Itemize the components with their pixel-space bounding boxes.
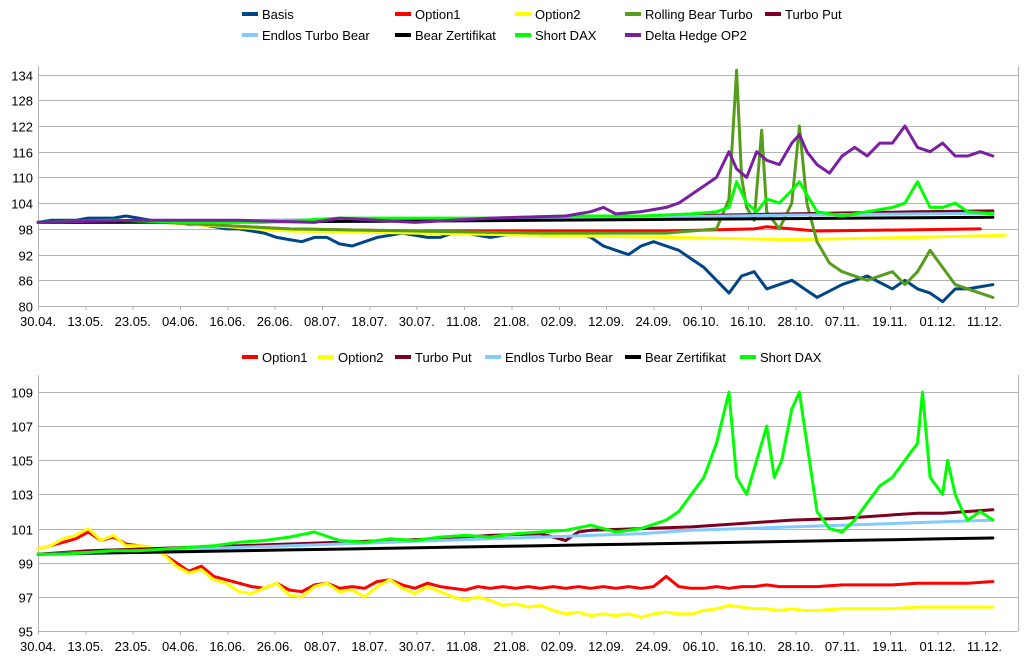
y-tick-label: 97 (19, 591, 33, 606)
series-line-bear-zertifikat (36, 536, 995, 556)
x-tick-label: 08.07. (304, 639, 340, 654)
legend-label: Short DAX (535, 28, 597, 43)
x-tick-label: 12.09. (588, 314, 624, 329)
legend-label: Delta Hedge OP2 (645, 28, 747, 43)
x-tick-label: 11.12. (967, 314, 1002, 329)
y-tick-label: 116 (12, 146, 33, 161)
legend-label: Endlos Turbo Bear (262, 28, 370, 43)
legend-label: Turbo Put (415, 350, 472, 365)
y-tick-label: 105 (11, 454, 33, 469)
y-tick-label: 122 (11, 120, 33, 135)
x-tick-label: 16.10. (730, 639, 766, 654)
legend-label: Option1 (262, 350, 308, 365)
x-tick-label: 28.10. (777, 639, 813, 654)
y-tick-label: 103 (11, 488, 33, 503)
legend-label: Option2 (338, 350, 384, 365)
x-tick-label: 12.09. (588, 639, 624, 654)
x-tick-label: 07.11. (825, 314, 860, 329)
x-tick-label: 30.07. (399, 639, 435, 654)
series-line-option1 (36, 530, 995, 594)
y-tick-label: 86 (19, 274, 33, 289)
series-line-endlos-turbo-bear (36, 518, 995, 556)
legend-label: Bear Zertifikat (645, 350, 726, 365)
y-tick-label: 134 (11, 69, 33, 84)
series-line-rolling-bear-turbo (36, 68, 995, 299)
series-line-short-dax (36, 390, 995, 556)
x-tick-label: 04.06. (162, 314, 198, 329)
y-tick-label: 98 (19, 223, 33, 238)
y-tick-label: 99 (19, 557, 33, 572)
legend-label: Short DAX (760, 350, 822, 365)
x-tick-label: 26.06. (257, 639, 293, 654)
legend-label: Endlos Turbo Bear (505, 350, 613, 365)
legend-label: Option2 (535, 7, 581, 22)
x-tick-label: 24.09. (635, 639, 671, 654)
series-line-option2 (36, 527, 995, 619)
x-tick-label: 24.09. (635, 314, 671, 329)
x-tick-label: 19.11. (872, 639, 907, 654)
x-tick-label: 16.06. (209, 314, 245, 329)
x-tick-label: 19.11. (872, 314, 907, 329)
y-tick-label: 92 (19, 249, 33, 264)
x-tick-label: 11.08. (446, 639, 481, 654)
y-tick-label: 109 (11, 386, 33, 401)
x-tick-label: 06.10. (683, 314, 719, 329)
series-line-basis (36, 214, 995, 304)
x-tick-label: 13.05. (67, 639, 103, 654)
x-tick-label: 04.06. (162, 639, 198, 654)
y-tick-label: 101 (11, 523, 33, 538)
series-line-delta-hedge-op2 (36, 124, 995, 224)
x-tick-label: 21.08. (493, 314, 529, 329)
x-tick-label: 07.11. (825, 639, 860, 654)
legend-label: Option1 (415, 7, 461, 22)
x-tick-label: 11.12. (967, 639, 1002, 654)
y-tick-label: 104 (11, 197, 33, 212)
x-tick-label: 23.05. (115, 314, 151, 329)
y-tick-label: 80 (19, 300, 33, 315)
y-tick-label: 107 (11, 420, 33, 435)
x-tick-label: 01.12. (920, 639, 956, 654)
legend-label: Bear Zertifikat (415, 28, 496, 43)
x-tick-label: 11.08. (446, 314, 481, 329)
x-tick-label: 02.09. (541, 639, 577, 654)
x-tick-label: 02.09. (541, 314, 577, 329)
x-tick-label: 21.08. (493, 639, 529, 654)
x-tick-label: 30.04. (20, 314, 56, 329)
x-tick-label: 08.07. (304, 314, 340, 329)
series-line-short-dax (36, 180, 995, 224)
x-tick-label: 26.06. (257, 314, 293, 329)
x-tick-label: 13.05. (67, 314, 103, 329)
chart-2: 95 97 99 101 103 105 107 109 30.04. 13.05. 23.05. 0… (11, 350, 1019, 654)
x-tick-label: 06.10. (683, 639, 719, 654)
y-tick-label: 95 (19, 625, 33, 640)
legend-label: Basis (262, 7, 294, 22)
y-tick-label: 110 (12, 171, 33, 186)
x-tick-label: 30.07. (399, 314, 435, 329)
y-tick-label: 128 (11, 94, 33, 109)
legend-label: Rolling Bear Turbo (645, 7, 753, 22)
legend-label: Turbo Put (785, 7, 842, 22)
x-tick-label: 28.10. (777, 314, 813, 329)
x-tick-label: 23.05. (115, 639, 151, 654)
x-tick-label: 16.10. (730, 314, 766, 329)
x-tick-label: 30.04. (20, 639, 56, 654)
x-tick-label: 18.07. (351, 639, 387, 654)
x-tick-label: 01.12. (920, 314, 956, 329)
x-tick-label: 16.06. (209, 639, 245, 654)
chart-1: 80 86 92 98 104 110 116 122 128 134 30.04. 13.05. 23… (11, 7, 1019, 329)
x-tick-label: 18.07. (351, 314, 387, 329)
